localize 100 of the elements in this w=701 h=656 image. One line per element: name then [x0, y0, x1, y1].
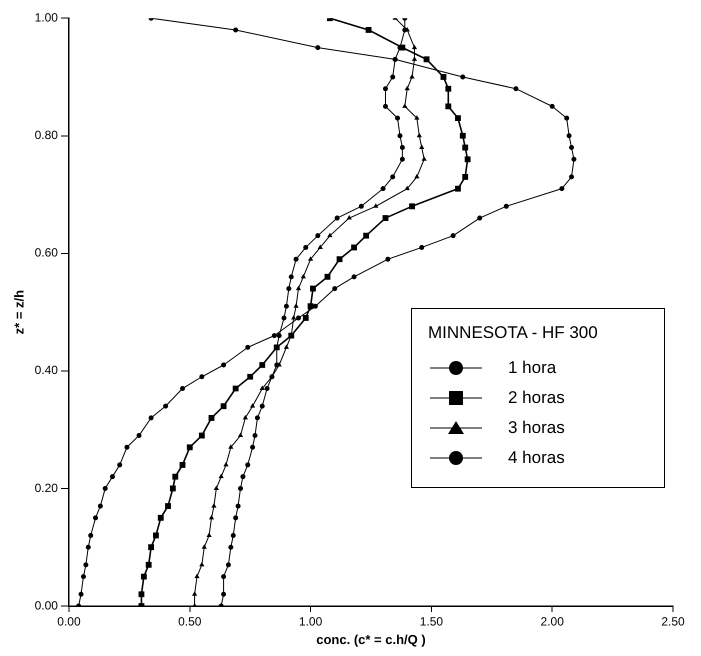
point: [303, 244, 308, 250]
point: [301, 274, 306, 278]
point: [334, 216, 340, 221]
point: [140, 574, 147, 580]
point: [98, 504, 103, 509]
legend-title: MINNESOTA - HF 300: [428, 323, 599, 343]
point: [566, 133, 572, 138]
point: [198, 432, 205, 438]
point: [404, 186, 410, 190]
point: [209, 515, 214, 520]
point: [336, 256, 342, 262]
point: [272, 333, 277, 338]
point: [247, 374, 254, 380]
y-axis-title: z* = z/h: [11, 290, 26, 334]
point: [417, 133, 422, 138]
point: [252, 433, 258, 438]
point: [382, 215, 388, 221]
point: [208, 414, 214, 421]
point: [402, 27, 408, 32]
point: [477, 216, 482, 221]
point: [315, 233, 320, 238]
point: [83, 562, 88, 568]
point: [232, 386, 239, 392]
point: [385, 256, 390, 262]
point: [202, 544, 206, 549]
point: [136, 433, 142, 438]
point: [221, 574, 226, 580]
point: [117, 462, 122, 468]
point: [264, 386, 270, 392]
x-tick-label: 2.00: [540, 614, 564, 629]
point: [236, 504, 241, 509]
point: [260, 386, 264, 390]
point: [260, 404, 265, 409]
point: [124, 444, 130, 450]
point: [412, 45, 417, 50]
point: [170, 486, 176, 492]
point: [284, 304, 289, 309]
point: [138, 591, 144, 598]
point: [224, 462, 228, 466]
point: [464, 156, 471, 162]
point: [445, 103, 452, 110]
point: [315, 45, 320, 50]
point: [366, 27, 372, 33]
point: [569, 174, 574, 180]
point: [250, 444, 256, 450]
point: [291, 315, 296, 320]
point: [462, 174, 468, 180]
x-tick-label: 0.00: [57, 614, 81, 629]
x-tick-label: 2.50: [661, 614, 685, 629]
point: [226, 562, 231, 568]
x-tick-label: 0.50: [178, 614, 202, 629]
point: [455, 186, 461, 192]
point: [310, 286, 316, 292]
y-tick-label: 1.00: [34, 10, 58, 25]
point: [238, 433, 243, 438]
point: [86, 544, 91, 550]
point: [153, 532, 159, 538]
point: [284, 344, 289, 349]
point: [397, 133, 402, 138]
point: [206, 532, 212, 537]
point: [569, 145, 574, 150]
point: [163, 404, 168, 409]
point: [409, 203, 415, 210]
point: [180, 462, 186, 468]
point: [254, 415, 260, 420]
point: [110, 474, 115, 480]
legend-label: 3 horas: [508, 418, 565, 438]
point: [462, 144, 468, 150]
point: [165, 503, 171, 509]
point: [186, 444, 193, 450]
point: [382, 104, 388, 109]
point: [233, 515, 238, 520]
point: [351, 244, 357, 250]
point: [148, 544, 154, 550]
point: [550, 104, 555, 109]
point: [102, 486, 108, 491]
point: [296, 286, 301, 290]
point: [192, 592, 197, 596]
y-tick-label: 0.80: [34, 128, 58, 142]
point: [199, 374, 204, 380]
point: [221, 592, 226, 597]
point: [564, 116, 570, 121]
point: [158, 514, 164, 521]
point: [245, 462, 250, 468]
point: [422, 156, 426, 161]
point: [146, 562, 152, 568]
point: [243, 415, 248, 420]
y-tick-label: 0.20: [34, 480, 58, 495]
point: [218, 474, 224, 478]
point: [80, 574, 86, 580]
point: [414, 174, 420, 178]
point: [460, 132, 466, 139]
point: [328, 233, 332, 238]
point: [504, 204, 509, 209]
point: [324, 274, 330, 280]
point: [294, 304, 298, 308]
point: [286, 286, 292, 292]
point: [172, 474, 178, 480]
point: [410, 74, 414, 78]
legend-label: 4 horas: [508, 448, 565, 468]
